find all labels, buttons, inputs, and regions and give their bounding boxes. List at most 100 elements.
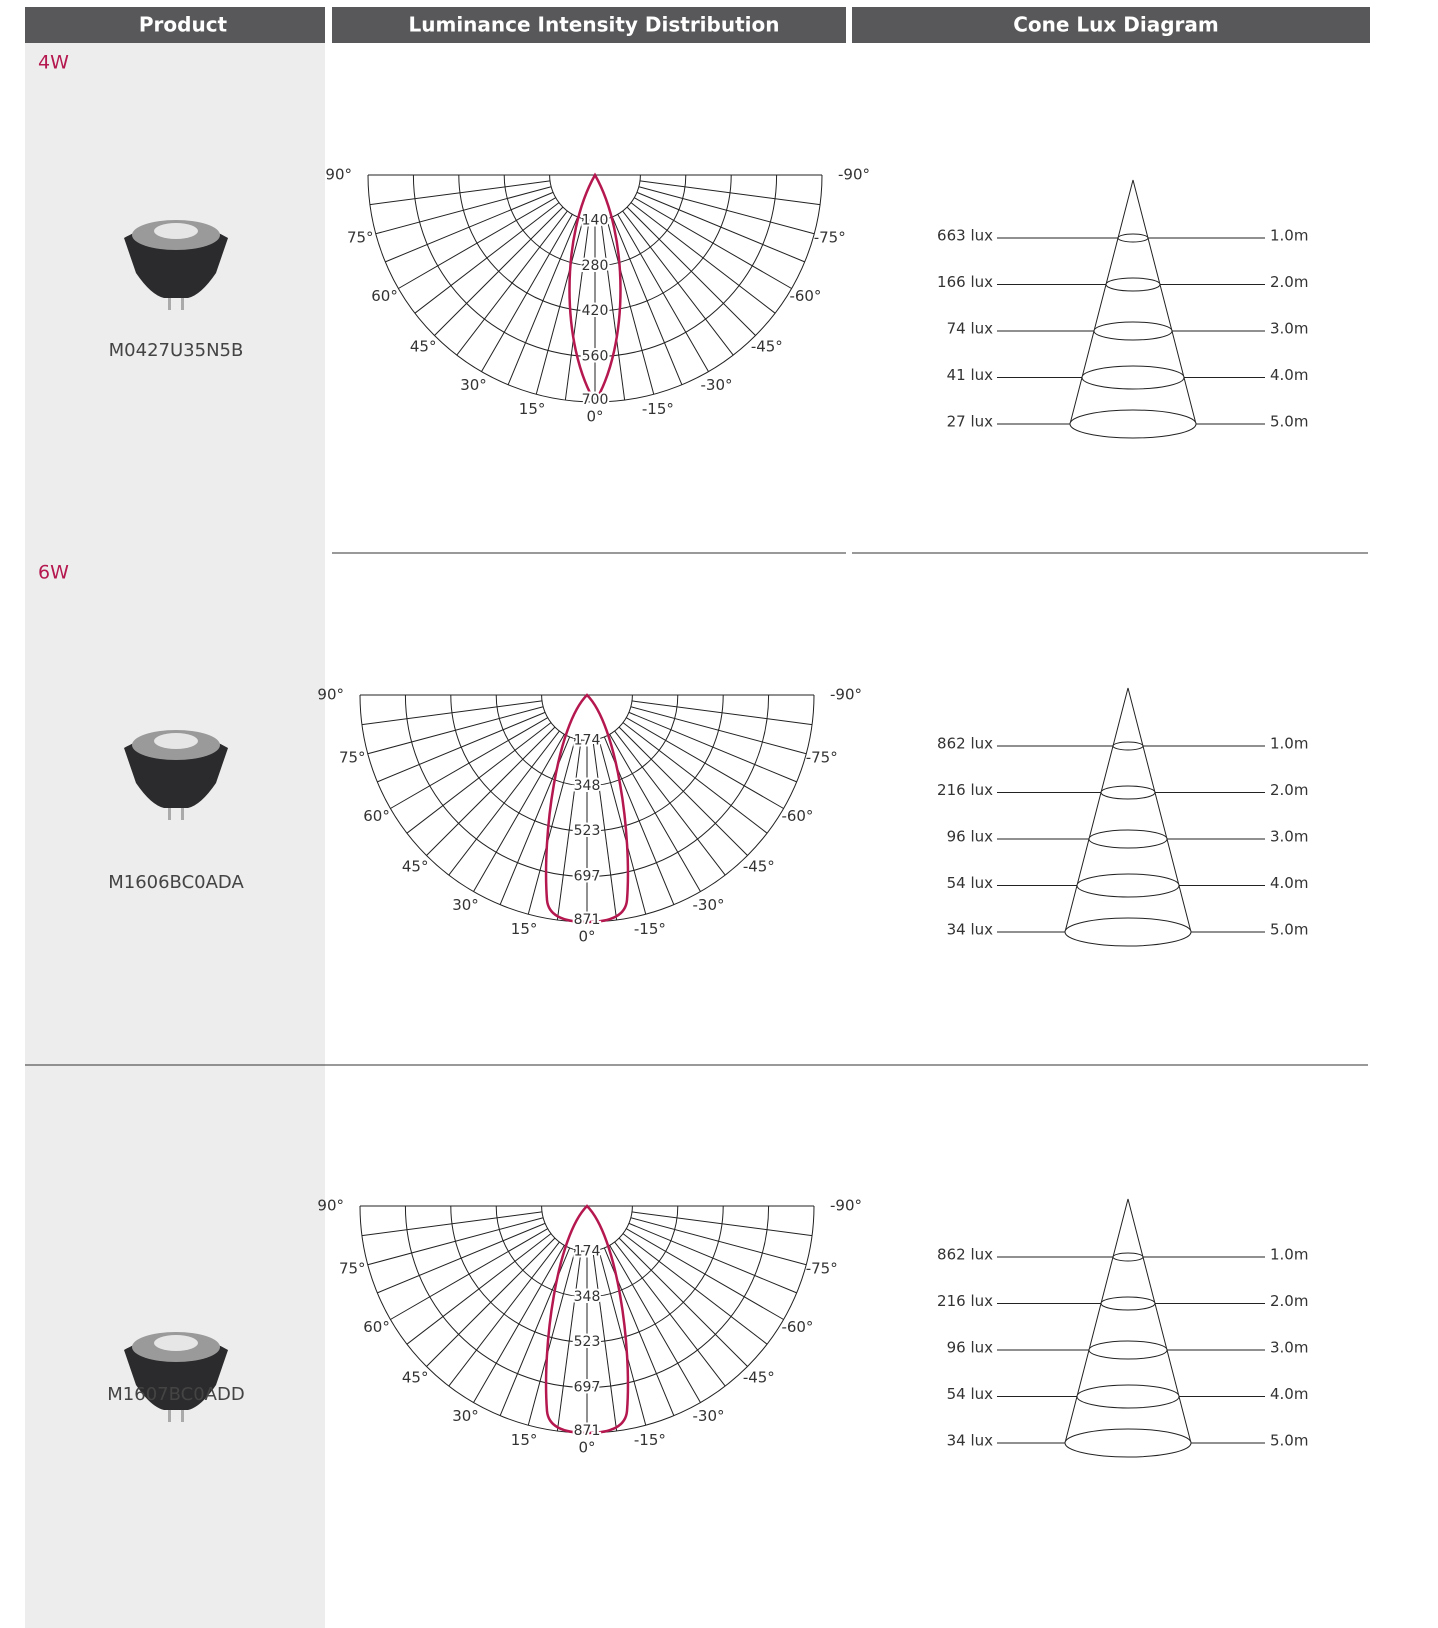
lux-label: 96 lux bbox=[947, 1339, 994, 1357]
angle-label: -45° bbox=[743, 1368, 775, 1386]
angle-label: -60° bbox=[781, 1318, 813, 1336]
bulb-pin bbox=[168, 1410, 171, 1422]
angle-label: 15° bbox=[519, 400, 546, 418]
cone-ring bbox=[1106, 278, 1160, 291]
ring-label: 348 bbox=[574, 778, 601, 794]
ring-label: 420 bbox=[582, 303, 609, 319]
cone-ring bbox=[1113, 1253, 1143, 1261]
angle-label: -75° bbox=[806, 748, 838, 766]
angle-label: -45° bbox=[751, 337, 783, 355]
ring-label: 140 bbox=[582, 212, 609, 228]
distance-label: 5.0m bbox=[1270, 413, 1308, 431]
polar-spoke bbox=[376, 187, 551, 234]
polar-spoke bbox=[627, 207, 755, 335]
polar-spoke bbox=[398, 198, 555, 289]
bulb-pin bbox=[168, 298, 171, 310]
distance-label: 3.0m bbox=[1270, 828, 1308, 846]
polar-spoke bbox=[626, 718, 783, 809]
polar-spoke bbox=[536, 219, 583, 394]
cone-ring bbox=[1094, 322, 1172, 340]
angle-label: -60° bbox=[781, 807, 813, 825]
angle-label: 75° bbox=[339, 1259, 366, 1277]
bulb-pin bbox=[168, 808, 171, 820]
polar-spoke bbox=[370, 181, 550, 205]
lux-label: 54 lux bbox=[947, 874, 994, 892]
cone-ring bbox=[1101, 1297, 1155, 1310]
distance-label: 1.0m bbox=[1270, 227, 1308, 245]
polar-spoke bbox=[626, 1229, 783, 1320]
ring-label: 560 bbox=[582, 349, 609, 365]
ring-label: 700 bbox=[582, 392, 609, 408]
polar-spoke bbox=[482, 214, 573, 371]
lux-label: 216 lux bbox=[937, 781, 993, 799]
angle-label: 45° bbox=[410, 337, 437, 355]
cone-ring bbox=[1070, 410, 1196, 438]
polar-spoke bbox=[390, 1229, 547, 1320]
header-text: Cone Lux Diagram bbox=[1013, 13, 1219, 37]
polar-spoke bbox=[434, 207, 562, 335]
lux-label: 34 lux bbox=[947, 921, 994, 939]
angle-label: 45° bbox=[402, 857, 429, 875]
polar-spoke bbox=[619, 727, 747, 855]
distance-label: 2.0m bbox=[1270, 273, 1308, 291]
angle-label: 60° bbox=[363, 1318, 390, 1336]
angle-label: -30° bbox=[701, 376, 733, 394]
polar-spoke bbox=[599, 1250, 646, 1425]
cone-ring bbox=[1077, 1385, 1179, 1408]
distance-label: 3.0m bbox=[1270, 1339, 1308, 1357]
page: Product Luminance Intensity Distribution… bbox=[0, 0, 1438, 1628]
distance-label: 1.0m bbox=[1270, 1246, 1308, 1264]
cone-ring bbox=[1082, 366, 1184, 389]
bulb-glow bbox=[154, 733, 198, 749]
lux-label: 34 lux bbox=[947, 1432, 994, 1450]
angle-label: 90° bbox=[317, 686, 344, 704]
angle-label: 90° bbox=[325, 166, 352, 184]
angle-label: 30° bbox=[452, 1407, 479, 1425]
angle-label: 90° bbox=[317, 1197, 344, 1215]
angle-label: -60° bbox=[789, 287, 821, 305]
angle-label: -30° bbox=[693, 1407, 725, 1425]
angle-label: 45° bbox=[402, 1368, 429, 1386]
angle-label: -90° bbox=[830, 1197, 862, 1215]
ring-label: 523 bbox=[574, 1334, 601, 1350]
bulb-pin bbox=[181, 808, 184, 820]
angle-label: -45° bbox=[743, 857, 775, 875]
polar-spoke bbox=[632, 1212, 812, 1236]
polar-spoke bbox=[599, 739, 646, 914]
angle-label: 15° bbox=[511, 1431, 538, 1449]
lux-label: 663 lux bbox=[937, 227, 993, 245]
bulb-glow bbox=[154, 1335, 198, 1351]
angle-label: 75° bbox=[339, 748, 366, 766]
bulb-pin bbox=[181, 298, 184, 310]
angle-label: 30° bbox=[452, 896, 479, 914]
distance-label: 4.0m bbox=[1270, 874, 1308, 892]
distance-label: 5.0m bbox=[1270, 1432, 1308, 1450]
model-name: M1607BC0ADD bbox=[107, 1384, 244, 1405]
ring-label: 348 bbox=[574, 1289, 601, 1305]
polar-spoke bbox=[634, 198, 791, 289]
polar-spoke bbox=[528, 1250, 575, 1425]
angle-label: 15° bbox=[511, 920, 538, 938]
angle-label: -15° bbox=[634, 1431, 666, 1449]
ring-label: 871 bbox=[574, 1423, 601, 1439]
lux-label: 862 lux bbox=[937, 735, 993, 753]
ring-label: 871 bbox=[574, 912, 601, 928]
angle-label: 0° bbox=[578, 1439, 595, 1457]
angle-label: -75° bbox=[806, 1259, 838, 1277]
angle-label: 60° bbox=[363, 807, 390, 825]
angle-label: 30° bbox=[460, 376, 487, 394]
lux-label: 216 lux bbox=[937, 1292, 993, 1310]
cone-ring bbox=[1089, 830, 1167, 848]
angle-label: -15° bbox=[634, 920, 666, 938]
ring-label: 523 bbox=[574, 823, 601, 839]
ring-label: 174 bbox=[574, 1243, 601, 1259]
polar-spoke bbox=[528, 739, 575, 914]
model-name: M1606BC0ADA bbox=[108, 872, 244, 893]
bulb-glow bbox=[154, 223, 198, 239]
angle-label: -30° bbox=[693, 896, 725, 914]
lux-label: 166 lux bbox=[937, 273, 993, 291]
distance-label: 1.0m bbox=[1270, 735, 1308, 753]
polar-spoke bbox=[607, 219, 654, 394]
angle-label: 0° bbox=[586, 408, 603, 426]
cone-ring bbox=[1101, 786, 1155, 799]
